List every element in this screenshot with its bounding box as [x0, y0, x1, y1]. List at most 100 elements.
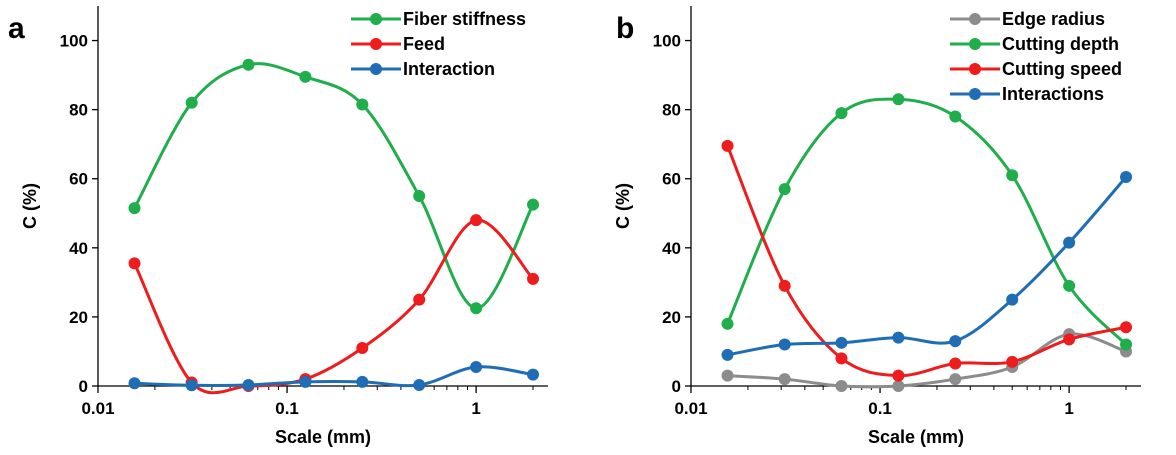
panel-label: a: [8, 12, 25, 45]
data-point: [527, 272, 540, 285]
legend-label: Interaction: [403, 59, 495, 79]
legend-swatch-marker: [969, 13, 981, 25]
y-tick-label: 100: [653, 32, 681, 51]
data-point: [1006, 293, 1019, 306]
y-tick-label: 20: [662, 308, 681, 327]
x-tick-label: 0.01: [81, 399, 114, 418]
legend-swatch-marker: [370, 13, 382, 25]
data-point: [299, 70, 312, 83]
data-point: [128, 377, 141, 390]
data-point: [299, 375, 312, 388]
data-point: [413, 293, 426, 306]
x-tick-label: 0.1: [275, 399, 299, 418]
legend-entry: Interaction: [351, 59, 495, 79]
legend-entry: Feed: [351, 34, 445, 54]
data-point: [892, 331, 905, 344]
y-tick-label: 0: [672, 377, 681, 396]
y-tick-label: 80: [69, 101, 88, 120]
data-point: [242, 378, 255, 391]
data-point: [949, 110, 962, 123]
data-point: [413, 190, 426, 202]
data-point: [721, 348, 734, 361]
data-point: [778, 183, 791, 196]
data-point: [835, 380, 848, 392]
data-point: [356, 342, 369, 354]
data-point: [128, 257, 141, 270]
data-point: [835, 107, 848, 120]
data-point: [835, 352, 848, 365]
series: [721, 93, 1133, 351]
legend-swatch-marker: [370, 38, 382, 50]
data-point: [949, 373, 962, 386]
data-point: [1006, 355, 1019, 368]
data-point: [778, 373, 791, 386]
series: [721, 139, 1133, 382]
data-point: [242, 58, 255, 71]
y-tick-label: 80: [662, 101, 681, 120]
x-tick-label: 0.1: [868, 399, 892, 418]
legend-label: Cutting speed: [1002, 59, 1122, 79]
y-tick-label: 40: [662, 239, 681, 258]
x-tick-label: 1: [1064, 399, 1073, 418]
data-point: [356, 98, 369, 111]
x-tick-label: 1: [471, 399, 480, 418]
data-point: [721, 139, 734, 152]
legend-label: Cutting depth: [1002, 34, 1119, 54]
legend-entry: Cutting speed: [950, 59, 1122, 79]
x-axis-label: Scale (mm): [275, 427, 371, 447]
panel-label: b: [616, 12, 634, 45]
legend-entry: Fiber stiffness: [351, 9, 526, 29]
data-point: [721, 317, 734, 330]
legend-swatch-marker: [969, 38, 981, 50]
data-point: [527, 198, 540, 211]
data-point: [949, 335, 962, 348]
series-line: [726, 97, 1128, 347]
data-point: [470, 214, 483, 227]
data-point: [1120, 338, 1133, 351]
data-point: [1006, 169, 1019, 182]
legend-label: Fiber stiffness: [403, 9, 526, 29]
series: [128, 58, 540, 315]
legend-entry: Edge radius: [950, 9, 1105, 29]
x-tick-label: 0.01: [674, 399, 707, 418]
legend-label: Edge radius: [1002, 9, 1105, 29]
y-tick-label: 60: [69, 170, 88, 189]
chart-panel-a: 0 20 40 60 80 100 0.01 0.1 1 Scale (mm) C (%) a Fibe…: [8, 6, 548, 447]
legend-entry: Cutting depth: [950, 34, 1119, 54]
data-point: [470, 361, 483, 373]
data-point: [470, 302, 483, 315]
data-point: [778, 338, 791, 351]
data-point: [778, 279, 791, 292]
data-point: [185, 96, 198, 109]
legend-swatch-marker: [370, 63, 382, 75]
y-axis-label: C (%): [20, 183, 40, 229]
series-line: [726, 175, 1128, 357]
legend-swatch-marker: [969, 88, 981, 100]
y-axis-label: C (%): [613, 183, 633, 229]
data-point: [128, 202, 141, 215]
data-point: [1063, 333, 1076, 346]
data-point: [892, 380, 905, 392]
legend-label: Interactions: [1002, 84, 1104, 104]
legend-swatch-marker: [969, 63, 981, 75]
y-tick-label: 20: [69, 308, 88, 327]
data-point: [949, 357, 962, 370]
series: [128, 361, 540, 392]
legend-entry: Interactions: [950, 84, 1104, 104]
data-point: [892, 93, 905, 106]
chart-panel-b: 0 20 40 60 80 100 0.01 0.1 1 Scale (mm) C (%) b Edge…: [613, 6, 1141, 447]
data-point: [1120, 321, 1133, 334]
data-point: [1120, 171, 1133, 183]
data-point: [835, 336, 848, 349]
data-point: [721, 369, 734, 382]
data-point: [1063, 236, 1076, 249]
y-tick-label: 40: [69, 239, 88, 258]
data-point: [356, 375, 369, 388]
data-point: [1063, 279, 1076, 292]
data-point: [185, 379, 198, 392]
data-point: [892, 369, 905, 382]
y-tick-label: 100: [60, 32, 88, 51]
x-axis-label: Scale (mm): [868, 427, 964, 447]
data-point: [527, 368, 540, 381]
